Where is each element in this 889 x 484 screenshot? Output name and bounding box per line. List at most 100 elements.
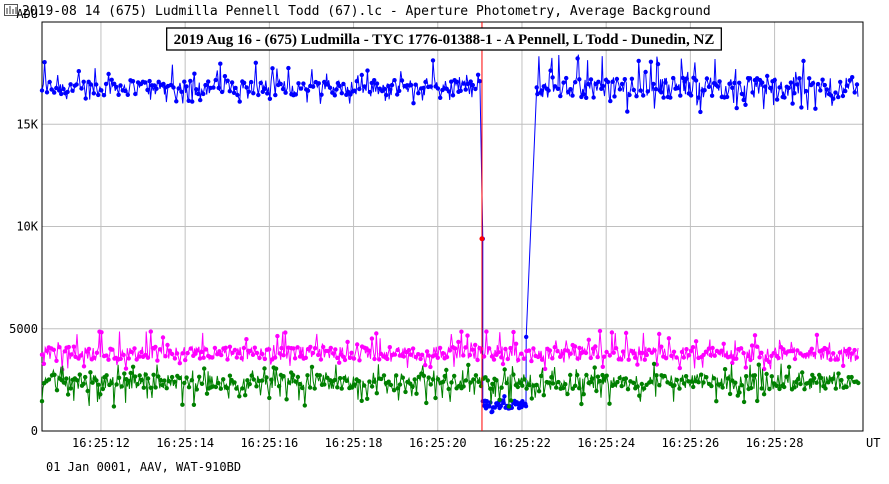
- data-point: [275, 333, 280, 339]
- data-point: [494, 378, 499, 383]
- data-point: [811, 376, 817, 381]
- data-point: [516, 357, 521, 363]
- data-point: [192, 71, 197, 76]
- data-point: [334, 87, 339, 92]
- data-point: [219, 352, 224, 358]
- data-point: [463, 345, 468, 350]
- data-point: [854, 355, 859, 360]
- data-point: [394, 373, 399, 378]
- data-point: [114, 382, 119, 387]
- data-point: [847, 346, 852, 352]
- data-point: [824, 346, 829, 352]
- data-point: [575, 356, 580, 361]
- data-point: [440, 351, 446, 356]
- data-point: [477, 79, 482, 84]
- data-point: [631, 87, 636, 93]
- data-point: [212, 345, 218, 351]
- data-point: [581, 392, 586, 397]
- data-point: [337, 83, 342, 89]
- data-point: [239, 356, 244, 361]
- data-point: [231, 90, 237, 96]
- data-point: [262, 366, 267, 371]
- x-tick-label: 16:25:18: [325, 436, 383, 450]
- data-point: [461, 384, 466, 389]
- data-point: [502, 367, 507, 372]
- data-point: [818, 375, 824, 380]
- data-point: [774, 383, 779, 388]
- data-point: [145, 376, 151, 381]
- data-point: [575, 372, 580, 378]
- data-point: [786, 85, 791, 91]
- data-point: [619, 81, 625, 87]
- data-point: [568, 87, 573, 92]
- data-point: [774, 97, 780, 102]
- data-point: [739, 91, 745, 97]
- data-point: [106, 357, 111, 362]
- data-point: [367, 379, 372, 384]
- data-point: [795, 82, 800, 87]
- data-point: [297, 381, 303, 387]
- data-point: [123, 88, 128, 94]
- data-point: [300, 385, 305, 391]
- data-point: [573, 80, 578, 85]
- data-point: [681, 381, 687, 386]
- data-point: [517, 380, 523, 385]
- data-point: [244, 337, 249, 342]
- data-point: [597, 378, 602, 384]
- data-point: [62, 349, 67, 354]
- data-point: [802, 387, 807, 392]
- data-point: [627, 92, 632, 98]
- data-point: [568, 372, 573, 378]
- data-point: [395, 347, 400, 353]
- data-point: [790, 348, 795, 354]
- data-point: [145, 87, 150, 93]
- x-tick-label: 16:25:16: [240, 436, 298, 450]
- data-point: [206, 79, 211, 84]
- data-point: [232, 347, 238, 353]
- data-point: [352, 88, 357, 93]
- data-point: [137, 354, 142, 359]
- data-point: [164, 386, 169, 391]
- data-point: [644, 352, 649, 358]
- data-point: [177, 361, 182, 366]
- data-point: [273, 366, 279, 371]
- data-point: [281, 353, 286, 358]
- data-point: [668, 95, 673, 100]
- data-point: [759, 386, 764, 391]
- data-point: [179, 89, 184, 95]
- data-point: [234, 386, 239, 391]
- data-point: [362, 84, 367, 89]
- data-point: [362, 383, 367, 388]
- data-point: [182, 79, 187, 84]
- data-point: [435, 86, 441, 91]
- data-point: [283, 90, 288, 95]
- data-point: [258, 80, 263, 86]
- data-point: [247, 381, 252, 387]
- data-point: [513, 341, 519, 346]
- data-point: [743, 102, 748, 108]
- data-point: [486, 404, 491, 409]
- data-point: [341, 81, 346, 87]
- data-point: [759, 350, 764, 355]
- data-point: [39, 399, 45, 404]
- data-point: [152, 83, 157, 88]
- data-point: [810, 81, 816, 86]
- data-point: [437, 345, 443, 351]
- data-point: [337, 376, 343, 381]
- data-point: [657, 331, 662, 337]
- data-point: [310, 350, 316, 356]
- data-point: [292, 356, 298, 361]
- data-point: [828, 93, 834, 98]
- data-point: [174, 351, 180, 356]
- data-point: [541, 393, 546, 398]
- data-point: [564, 75, 569, 81]
- data-point: [337, 360, 342, 365]
- data-point: [128, 370, 133, 376]
- data-point: [473, 373, 479, 378]
- data-point: [77, 372, 83, 377]
- data-point: [281, 374, 286, 379]
- data-point: [552, 84, 558, 89]
- data-point: [139, 349, 144, 355]
- data-point: [399, 78, 405, 83]
- data-point: [94, 350, 100, 355]
